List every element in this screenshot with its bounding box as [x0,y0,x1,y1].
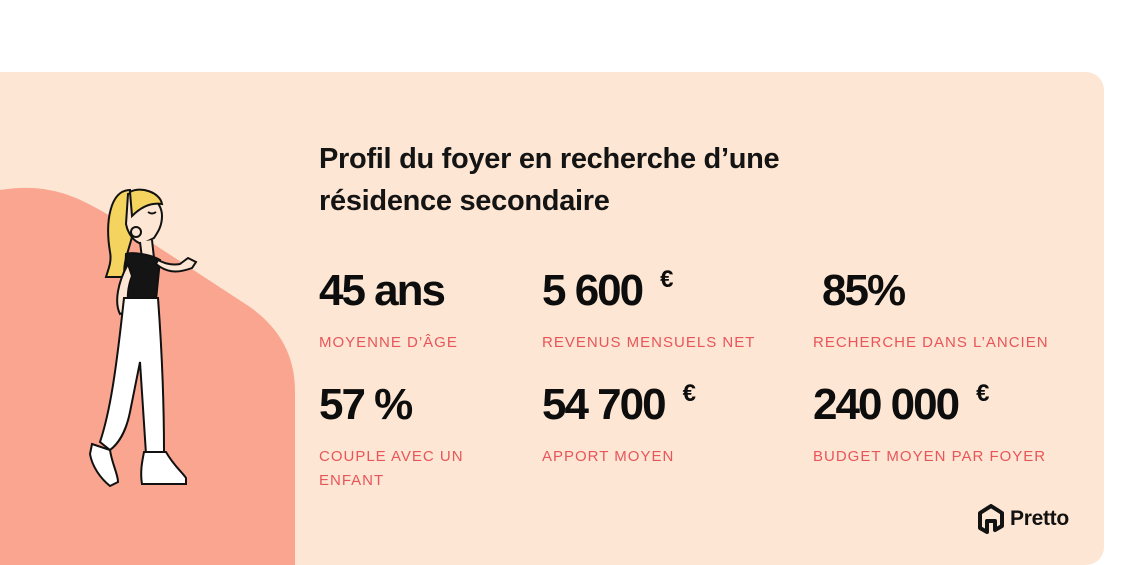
infographic-card: Profil du foyer en recherche d’une résid… [0,72,1104,565]
stat-income: 5 600 € REVENUS MENSUELS NET [542,266,755,355]
stat-old-property: 85% RECHERCHE DANS L’ANCIEN [813,266,1049,355]
page-title: Profil du foyer en recherche d’une résid… [319,143,780,217]
stat-value: 57 % [319,380,413,429]
stat-value: 45 ans [319,266,446,315]
stat-label: MOYENNE D’ÂGE [319,334,458,351]
stat-value: 5 600 € [542,266,674,315]
stat-label: COUPLE AVEC UN ENFANT [319,448,464,489]
brand-name: Pretto [1010,507,1069,530]
stat-couple: 57 % COUPLE AVEC UN ENFANT [319,380,489,493]
stat-deposit: 54 700 € APPORT MOYEN [542,380,696,469]
stat-label: BUDGET MOYEN PAR FOYER [813,448,1047,465]
brand-logo: Pretto [978,504,1069,534]
woman-gesturing-illustration [88,188,198,488]
stat-value: 85% [822,266,906,315]
stat-budget: 240 000 € BUDGET MOYEN PAR FOYER [813,380,1046,469]
stat-label: RECHERCHE DANS L’ANCIEN [813,334,1049,351]
stat-value: 54 700 € [542,380,696,429]
stat-age: 45 ans MOYENNE D’ÂGE [319,266,462,355]
stat-label: REVENUS MENSUELS NET [542,334,756,351]
stat-value: 240 000 € [813,380,990,429]
stat-label: APPORT MOYEN [542,448,675,465]
house-logo-icon [978,504,1004,534]
